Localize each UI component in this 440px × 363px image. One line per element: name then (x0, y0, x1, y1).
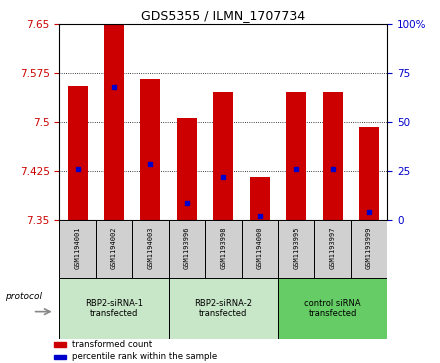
Bar (54, 342, 66, 347)
Bar (104, 24, 124, 220)
Text: GSM1193997: GSM1193997 (330, 226, 336, 269)
Text: control siRNA
transfected: control siRNA transfected (304, 299, 361, 318)
Bar (54, 355, 66, 359)
Bar (286, 92, 306, 220)
Bar (169, 278, 278, 339)
Bar (140, 79, 161, 220)
Title: GDS5355 / ILMN_1707734: GDS5355 / ILMN_1707734 (141, 9, 305, 23)
Bar (250, 177, 270, 220)
Bar (96, 220, 132, 278)
Text: GSM1193996: GSM1193996 (184, 226, 190, 269)
Text: GSM1194002: GSM1194002 (111, 226, 117, 269)
Text: GSM1194001: GSM1194001 (75, 226, 81, 269)
Bar (278, 220, 314, 278)
Bar (242, 220, 278, 278)
Text: GSM1193999: GSM1193999 (366, 226, 372, 269)
Bar (177, 118, 197, 220)
Bar (68, 86, 88, 220)
Bar (132, 220, 169, 278)
Bar (314, 220, 351, 278)
Text: GSM1193995: GSM1193995 (293, 226, 299, 269)
Text: protocol: protocol (5, 292, 42, 301)
Text: RBP2-siRNA-2
transfected: RBP2-siRNA-2 transfected (194, 299, 252, 318)
Bar (359, 127, 379, 220)
Bar (278, 278, 387, 339)
Text: GSM1194003: GSM1194003 (147, 226, 154, 269)
Bar (351, 220, 387, 278)
Bar (323, 92, 343, 220)
Bar (213, 92, 233, 220)
Text: GSM1194000: GSM1194000 (257, 226, 263, 269)
Bar (169, 220, 205, 278)
Bar (59, 278, 169, 339)
Text: GSM1193998: GSM1193998 (220, 226, 226, 269)
Text: percentile rank within the sample: percentile rank within the sample (73, 352, 218, 361)
Bar (205, 220, 242, 278)
Bar (59, 220, 96, 278)
Text: transformed count: transformed count (73, 340, 153, 349)
Text: RBP2-siRNA-1
transfected: RBP2-siRNA-1 transfected (85, 299, 143, 318)
